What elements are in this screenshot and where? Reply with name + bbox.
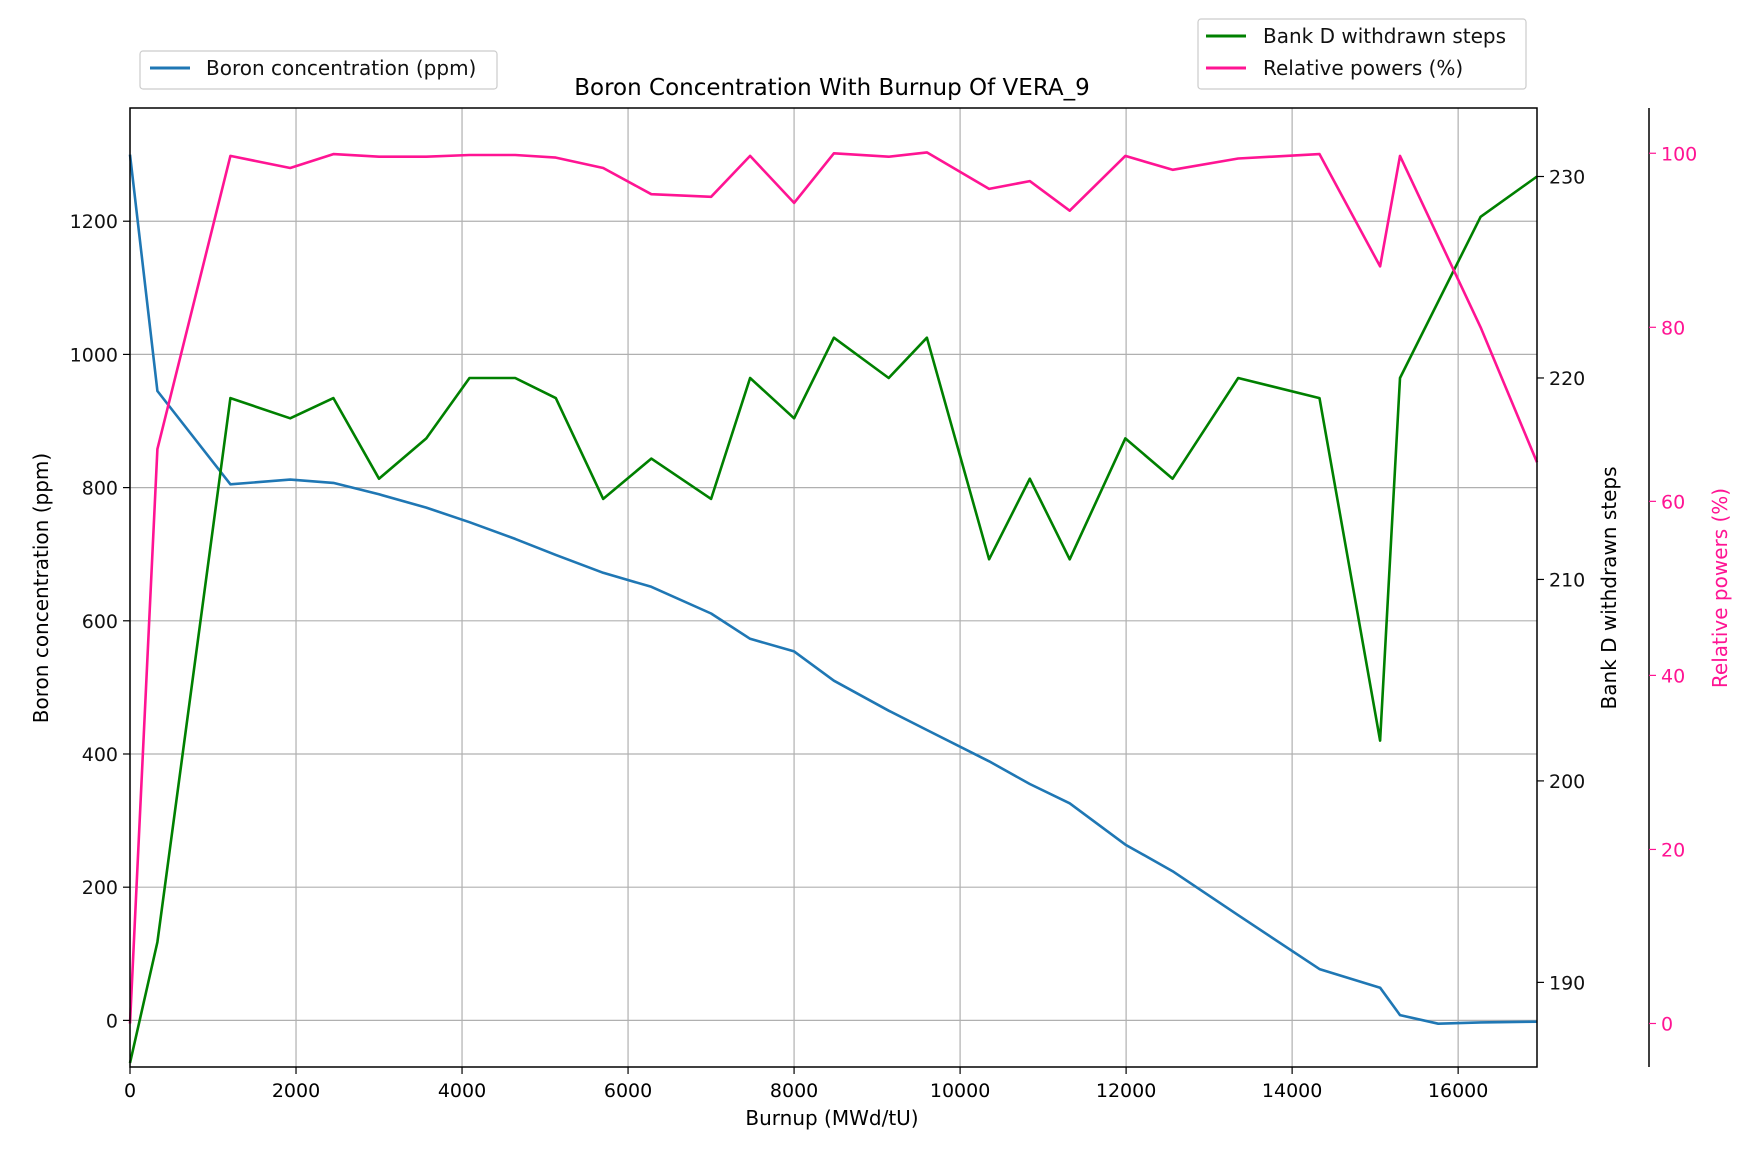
x-tick-label: 14000 xyxy=(1262,1080,1322,1102)
y-right1-tick-label: 190 xyxy=(1549,972,1585,994)
series-line-relative-power xyxy=(128,151,1539,1024)
y-right1-tick-label: 210 xyxy=(1549,569,1585,591)
legend-bank-power: Bank D withdrawn steps Relative powers (… xyxy=(1197,18,1527,90)
y-right1-tick-label: 200 xyxy=(1549,771,1585,793)
legend-label-boron: Boron concentration (ppm) xyxy=(206,56,476,80)
grid xyxy=(129,108,1537,1067)
legend-box xyxy=(1197,18,1527,90)
plot-frame xyxy=(129,107,1538,1068)
x-tick-label: 6000 xyxy=(604,1080,652,1102)
y-right1-tick-label: 220 xyxy=(1549,368,1585,390)
y-right1-axis-label: Bank D withdrawn steps xyxy=(1597,466,1621,709)
series-group xyxy=(128,151,1539,1064)
series-line-boron xyxy=(128,154,1538,1026)
y-right1-tick-label: 230 xyxy=(1549,167,1585,189)
y-left-tick-label: 600 xyxy=(82,611,118,633)
y-right2-axis-label: Relative powers (%) xyxy=(1708,488,1732,688)
y-left-axis-label: Boron concentration (ppm) xyxy=(29,453,53,723)
x-tick-label: 0 xyxy=(124,1080,136,1102)
axes: 0 2000 4000 6000 8000 10000 12000 14000 16000020… xyxy=(70,108,1697,1102)
y-right2-tick-label: 100 xyxy=(1661,143,1697,165)
y-left-tick-label: 1000 xyxy=(70,344,118,366)
y-right2-tick-label: 0 xyxy=(1661,1013,1673,1035)
y-right2-tick-label: 80 xyxy=(1661,317,1685,339)
y-left-tick-label: 800 xyxy=(82,478,118,500)
x-tick-label: 16000 xyxy=(1428,1080,1488,1102)
series-line-bank-d xyxy=(128,175,1538,1064)
x-tick-label: 10000 xyxy=(930,1080,990,1102)
legend-label-relative-power: Relative powers (%) xyxy=(1263,56,1463,80)
y-left-tick-label: 0 xyxy=(106,1010,118,1032)
x-tick-label: 12000 xyxy=(1096,1080,1156,1102)
y-left-tick-label: 200 xyxy=(82,877,118,899)
x-tick-label: 8000 xyxy=(770,1080,818,1102)
y-right2-tick-label: 40 xyxy=(1661,665,1685,687)
y-left-tick-label: 1200 xyxy=(70,211,118,233)
y-right2-tick-label: 20 xyxy=(1661,839,1685,861)
legend-label-bank-d: Bank D withdrawn steps xyxy=(1263,24,1506,48)
y-right2-tick-label: 60 xyxy=(1661,491,1685,513)
x-tick-label: 2000 xyxy=(272,1080,320,1102)
chart-title: Boron Concentration With Burnup Of VERA_… xyxy=(574,75,1089,101)
legend-box xyxy=(139,50,498,90)
x-tick-label: 4000 xyxy=(438,1080,486,1102)
x-axis-label: Burnup (MWd/tU) xyxy=(745,1106,918,1130)
legend-boron: Boron concentration (ppm) xyxy=(139,50,498,90)
y-left-tick-label: 400 xyxy=(82,744,118,766)
